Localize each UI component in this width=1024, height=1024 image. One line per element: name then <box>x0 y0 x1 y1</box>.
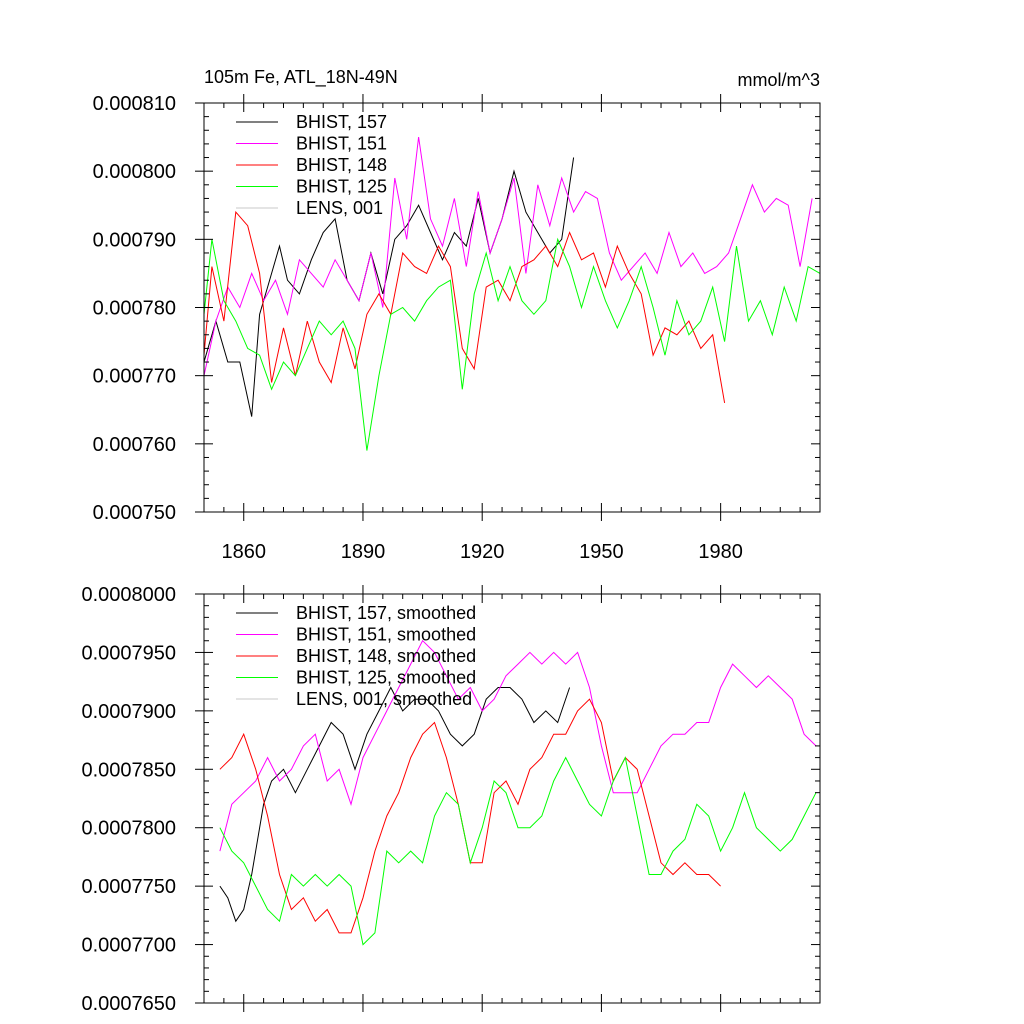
top-panel: 105m Fe, ATL_18N-49N mmol/m^3 0.000750 0.… <box>93 67 821 563</box>
x-tick-label: 1890 <box>341 541 386 563</box>
series-line-bhist-151 <box>203 137 813 376</box>
legend-label-lens-001: LENS, 001 <box>296 198 383 218</box>
legend-label-bhist-148-smoothed: BHIST, 148, smoothed <box>296 646 476 666</box>
series-line-bhist-125 <box>203 237 821 451</box>
legend-label-bhist-157-smoothed: BHIST, 157, smoothed <box>296 603 476 623</box>
x-tick-label: 1980 <box>698 541 743 563</box>
y-tick-label: 0.000790 <box>93 229 176 251</box>
y-tick-label: 0.0007850 <box>81 759 176 781</box>
legend-label-bhist-125-smoothed: BHIST, 125, smoothed <box>296 668 476 688</box>
legend-label-bhist-125: BHIST, 125 <box>296 177 387 197</box>
legend-label-bhist-151: BHIST, 151 <box>296 134 387 154</box>
y-tick-label: 0.000770 <box>93 366 176 388</box>
y-tick-label: 0.000810 <box>93 93 176 115</box>
legend-label-bhist-148: BHIST, 148 <box>296 155 387 175</box>
x-tick-label: 1920 <box>460 541 505 563</box>
legend-label-bhist-151-smoothed: BHIST, 151, smoothed <box>296 625 476 645</box>
y-tick-label: 0.0007700 <box>81 935 176 957</box>
y-tick-label: 0.000780 <box>93 298 176 320</box>
y-tick-label: 0.0007900 <box>81 701 176 723</box>
y-tick-label: 0.000800 <box>93 161 176 183</box>
series-line-bhist-157-smoothed <box>219 686 571 923</box>
plot-frame <box>203 593 821 1004</box>
top-panel-title-left: 105m Fe, ATL_18N-49N <box>204 67 398 88</box>
y-tick-label: 0.000760 <box>93 434 176 456</box>
y-tick-label: 0.0007800 <box>81 818 176 840</box>
top-panel-title-right: mmol/m^3 <box>738 70 820 90</box>
series-line-bhist-148 <box>203 210 726 403</box>
y-tick-label: 0.0008000 <box>81 584 176 606</box>
series-line-bhist-148-smoothed <box>219 698 721 934</box>
x-tick-label: 1860 <box>221 541 266 563</box>
y-tick-label: 0.0007650 <box>81 993 176 1015</box>
series-line-bhist-125-smoothed <box>219 756 817 946</box>
y-tick-label: 0.0007750 <box>81 876 176 898</box>
bottom-panel: 0.0007650 0.0007700 0.0007750 0.0007800 0.00… <box>81 584 821 1015</box>
y-tick-label: 0.000750 <box>93 502 176 524</box>
series-line-bhist-151-smoothed <box>219 639 817 852</box>
series-line-bhist-157 <box>203 157 575 417</box>
y-tick-label: 0.0007950 <box>81 642 176 664</box>
legend-label-lens-001-smoothed: LENS, 001, smoothed <box>296 689 472 709</box>
x-tick-label: 1950 <box>579 541 624 563</box>
legend-label-bhist-157: BHIST, 157 <box>296 112 387 132</box>
